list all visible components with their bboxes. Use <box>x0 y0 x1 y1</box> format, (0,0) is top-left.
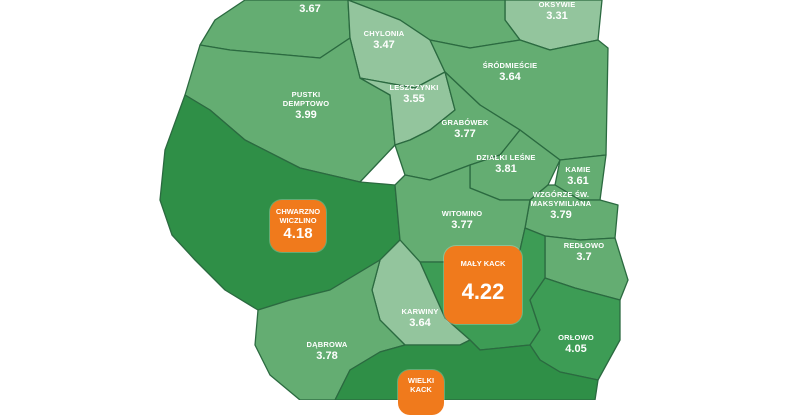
district-label-orlowo: ORŁOWO 4.05 <box>558 333 594 356</box>
district-name: CHYLONIA <box>363 29 405 38</box>
district-value: 3.31 <box>546 10 568 22</box>
highlight-badge-maly-kack: MAŁY KACK 4.22 <box>444 246 522 324</box>
district-label-leszczynki: LESZCZYNKI 3.55 <box>389 83 438 106</box>
district-value: 3.61 <box>567 175 589 187</box>
district-label-kamienna-gora: KAMIE 3.61 <box>565 165 590 188</box>
district-name: KARWINY <box>401 307 439 316</box>
district-label-karwiny: KARWINY 3.64 <box>401 307 438 330</box>
district-label-redlowo: REDŁOWO 3.7 <box>564 241 605 264</box>
district-name: WITOMINO <box>441 209 483 218</box>
district-value: 4.22 <box>461 279 505 304</box>
highlight-badge-wielki-kack: WIELKI KACK <box>398 370 444 415</box>
highlight-badge-chwarzno-wiczlino: CHWARZNO WICZLINO 4.18 <box>270 200 326 252</box>
district-value: 3.77 <box>451 219 473 231</box>
district-name: GRABÓWEK <box>441 118 489 127</box>
district-value: 4.05 <box>565 343 587 355</box>
district-name: REDŁOWO <box>563 241 605 250</box>
district-value: 3.77 <box>454 128 476 140</box>
district-name: LESZCZYNKI <box>389 83 439 92</box>
district-value: 4.18 <box>283 225 313 242</box>
district-value: 3.64 <box>409 317 431 329</box>
district-value: 3.79 <box>550 209 572 221</box>
district-label-oksywie: OKSYWIE 3.31 <box>539 0 576 23</box>
district-name: CHWARZNO WICZLINO <box>275 207 321 225</box>
district-name: OKSYWIE <box>538 0 576 9</box>
district-label-chylonia: CHYLONIA 3.47 <box>364 29 405 52</box>
district-name: PUSTKI DEMPTOWO <box>282 90 330 108</box>
district-value: 3.47 <box>373 39 395 51</box>
district-name: WIELKI KACK <box>407 376 435 394</box>
district-value: 3.7 <box>576 251 592 263</box>
district-label-dabrowa: DĄBROWA 3.78 <box>307 340 348 363</box>
district-value: 3.67 <box>299 3 321 15</box>
district-name: ORŁOWO <box>558 333 594 342</box>
district-label-srodmiescie: ŚRÓDMIEŚCIE 3.64 <box>483 61 538 84</box>
district-value: 3.81 <box>495 163 517 175</box>
district-label-dzialki-lesne: DZIAŁKI LEŚNE 3.81 <box>476 153 535 176</box>
district-value: 3.99 <box>295 109 317 121</box>
district-value: 3.78 <box>316 350 338 362</box>
district-map <box>159 0 629 400</box>
district-name: KAMIE <box>565 165 591 174</box>
district-name: DZIAŁKI LEŚNE <box>476 153 536 162</box>
district-value: 3.55 <box>403 93 425 105</box>
district-label-grabowek: GRABÓWEK 3.77 <box>441 118 488 141</box>
district-label-witomino: WITOMINO 3.77 <box>442 209 483 232</box>
district-name: ŚRÓDMIEŚCIE <box>482 61 538 70</box>
district-label-wzgorze: WZGÓRZE ŚW. MAKSYMILIANA 3.79 <box>514 190 609 222</box>
district-label-pogorze: 3.67 <box>299 2 320 16</box>
district-name: WZGÓRZE ŚW. MAKSYMILIANA <box>530 190 592 208</box>
district-name: DĄBROWA <box>306 340 348 349</box>
district-value: 3.64 <box>499 71 521 83</box>
district-label-pustki-demptowo: PUSTKI DEMPTOWO 3.99 <box>271 90 341 122</box>
district-name: MAŁY KACK <box>460 259 506 268</box>
